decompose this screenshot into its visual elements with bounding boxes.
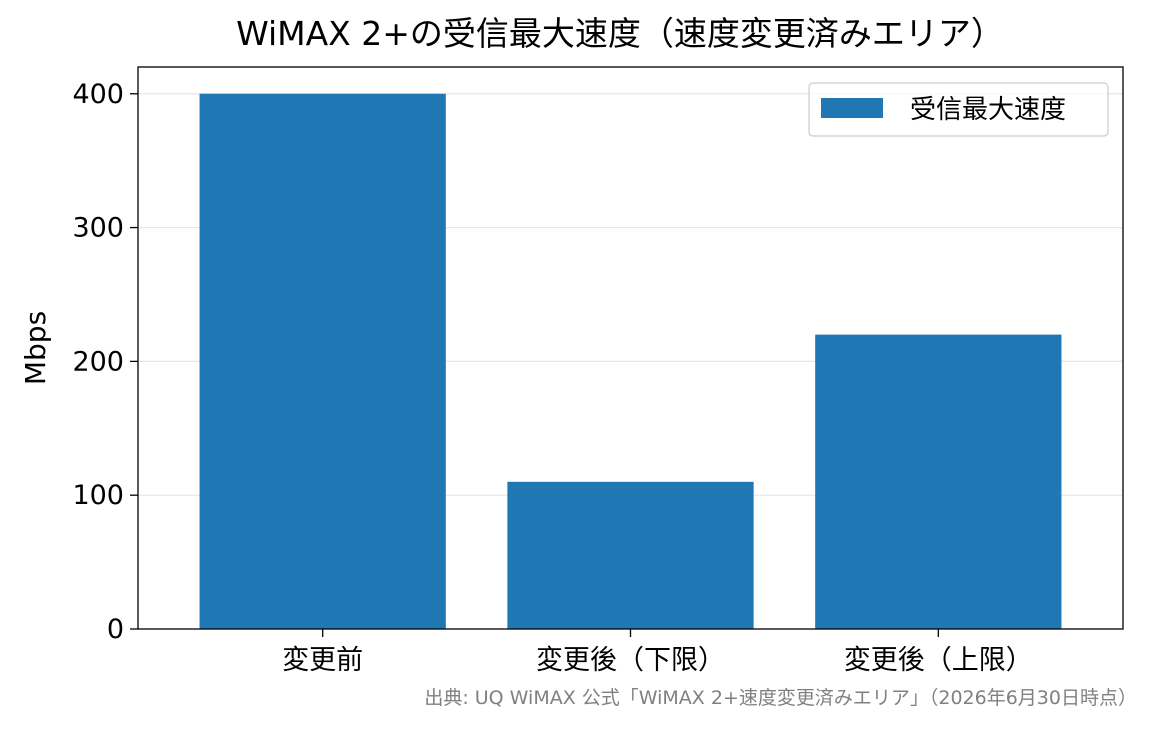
- y-tick-label: 200: [72, 346, 124, 377]
- y-axis: 0 100 200 300 400: [72, 79, 138, 645]
- x-tick-label: 変更後（上限）: [844, 645, 1033, 676]
- bars: [199, 93, 1062, 629]
- y-tick-label: 0: [107, 614, 124, 645]
- y-axis-label: Mbps: [19, 311, 52, 385]
- y-tick-label: 400: [72, 79, 124, 110]
- bar-3: [815, 334, 1062, 629]
- legend-label: 受信最大速度: [910, 95, 1066, 125]
- legend: 受信最大速度: [808, 82, 1109, 137]
- bar-1: [199, 93, 446, 629]
- legend-swatch: [821, 98, 883, 118]
- legend-box: [808, 82, 1109, 137]
- x-tick-label: 変更後（下限）: [536, 645, 725, 676]
- x-axis: 変更前 変更後（下限） 変更後（上限）: [282, 629, 1033, 676]
- x-tick-label: 変更前: [282, 645, 363, 676]
- y-tick-label: 100: [72, 480, 124, 511]
- source-note: 出典: UQ WiMAX 公式「WiMAX 2+速度変更済みエリア」（2026年…: [424, 687, 1137, 709]
- y-tick-label: 300: [72, 213, 124, 244]
- chart-title: WiMAX 2+の受信最大速度（速度変更済みエリア）: [236, 14, 1004, 53]
- bar-2: [507, 481, 754, 629]
- plot-frame: [137, 66, 1124, 630]
